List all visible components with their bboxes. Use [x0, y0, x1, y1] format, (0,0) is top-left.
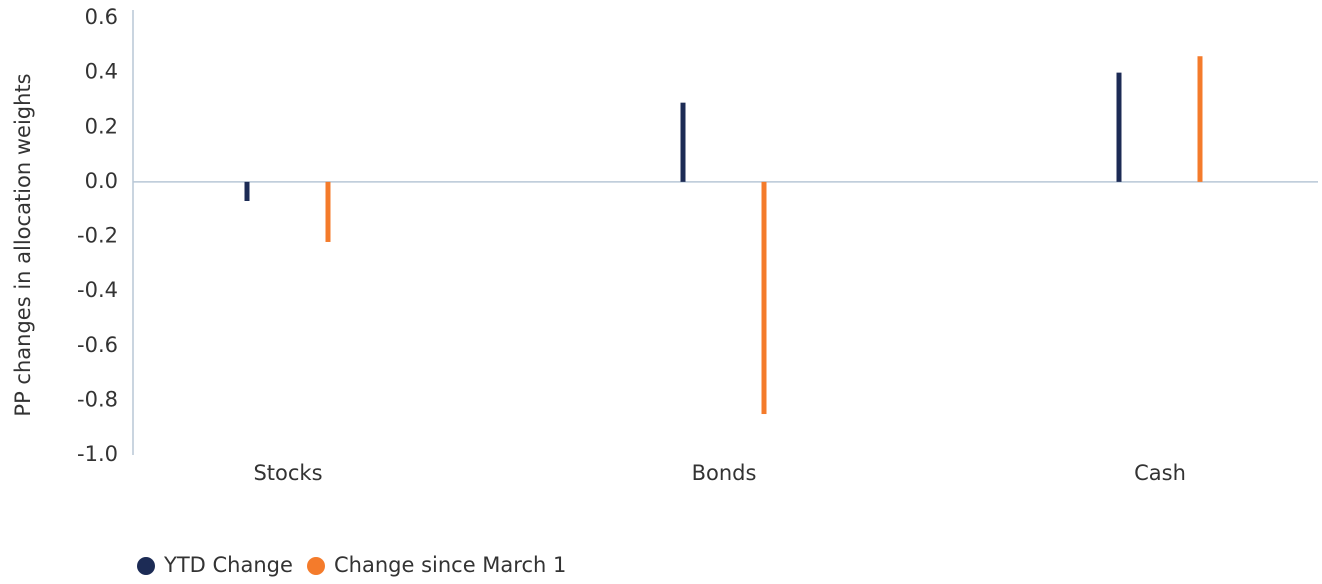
y-axis-label: PP changes in allocation weights: [11, 73, 35, 416]
x-tick-label: Cash: [1134, 461, 1186, 485]
legend-label: YTD Change: [163, 553, 293, 577]
bar: [761, 181, 767, 415]
y-tick-label: 0.2: [85, 114, 118, 138]
bar: [325, 181, 331, 242]
y-tick-label: -0.4: [77, 278, 118, 302]
y-tick-label: 0.4: [85, 60, 118, 84]
y-tick-label: 0.0: [85, 169, 118, 193]
x-tick-label: Stocks: [253, 461, 322, 485]
legend-label: Change since March 1: [334, 553, 566, 577]
y-tick-label: -0.2: [77, 224, 118, 248]
x-tick-label: Bonds: [692, 461, 757, 485]
bar: [244, 181, 250, 201]
legend-marker: [307, 557, 325, 575]
y-tick-label: 0.6: [85, 5, 118, 29]
y-tick-label: -1.0: [77, 442, 118, 466]
y-tick-label: -0.6: [77, 333, 118, 357]
y-tick-label: -0.8: [77, 387, 118, 411]
legend-marker: [137, 557, 155, 575]
bar: [1197, 56, 1203, 182]
bar: [680, 102, 686, 182]
bar: [1116, 72, 1122, 182]
